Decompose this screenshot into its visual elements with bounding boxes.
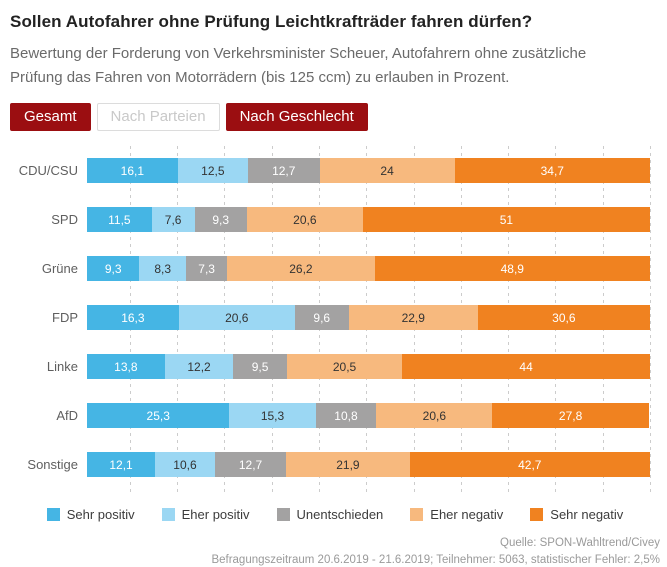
- legend-swatch-sehr-positiv: [46, 508, 60, 521]
- bar-segment-eher-negativ: 26,2: [227, 256, 375, 281]
- legend-item-eher-positiv: Eher positiv: [161, 507, 250, 522]
- bar-segment-sehr-positiv: 9,3: [87, 256, 140, 281]
- view-toggle-toolbar: Gesamt Nach Parteien Nach Geschlecht: [10, 103, 667, 131]
- stacked-bar: 16,1 12,5 12,7 24 34,7: [87, 158, 650, 183]
- survey-info-line: Befragungszeitraum 20.6.2019 - 21.6.2019…: [211, 554, 660, 566]
- bar-segment-unentschieden: 9,6: [294, 305, 349, 330]
- stacked-bar: 25,3 15,3 10,8 20,6 27,8: [87, 403, 650, 428]
- legend: Sehr positiv Eher positiv Unentschieden Ehe…: [10, 507, 660, 522]
- bar-segment-eher-negativ: 20,6: [246, 207, 363, 232]
- bar-segment-eher-positiv: 15,3: [229, 403, 316, 428]
- bar-segment-unentschieden: 7,3: [186, 256, 228, 281]
- chart-rows: CDU/CSU 16,1 12,5 12,7 24 34,7 SPD 11,5 7,6 9,3 20…: [10, 146, 667, 489]
- legend-label: Unentschieden: [296, 507, 384, 522]
- bar-segment-sehr-positiv: 11,5: [87, 207, 152, 232]
- bar-segment-unentschieden: 12,7: [214, 452, 287, 477]
- chart-row: Grüne 9,3 8,3 7,3 26,2 48,9: [10, 244, 667, 293]
- legend-label: Eher positiv: [181, 507, 250, 522]
- chart-row: Sonstige 12,1 10,6 12,7 21,9 42,7: [10, 440, 667, 489]
- legend-item-sehr-negativ: Sehr negativ: [530, 507, 623, 522]
- legend-item-eher-negativ: Eher negativ: [410, 507, 503, 522]
- bar-segment-sehr-negativ: 48,9: [374, 256, 650, 281]
- bar-segment-sehr-positiv: 13,8: [87, 354, 165, 379]
- category-label: Sonstige: [27, 457, 78, 472]
- gridline: [650, 146, 651, 496]
- stacked-bar: 16,3 20,6 9,6 22,9 30,6: [87, 305, 650, 330]
- stacked-bar: 11,5 7,6 9,3 20,6 51: [87, 207, 650, 232]
- chart-subtitle: Bewertung der Forderung von Verkehrsmini…: [10, 45, 587, 86]
- bar-segment-eher-negativ: 21,9: [286, 452, 410, 477]
- legend-label: Sehr negativ: [550, 507, 624, 522]
- bar-segment-unentschieden: 9,3: [194, 207, 247, 232]
- category-label: AfD: [56, 408, 78, 423]
- bar-segment-unentschieden: 10,8: [315, 403, 377, 428]
- tab-gesamt[interactable]: Gesamt: [10, 103, 91, 131]
- chart-row: AfD 25,3 15,3 10,8 20,6 27,8: [10, 391, 667, 440]
- legend-item-unentschieden: Unentschieden: [276, 507, 384, 522]
- bar-segment-eher-positiv: 20,6: [178, 305, 295, 330]
- category-label: Grüne: [41, 261, 78, 276]
- bar-segment-eher-positiv: 10,6: [155, 452, 215, 477]
- chart-row: Linke 13,8 12,2 9,5 20,5 44: [10, 342, 667, 391]
- bar-segment-eher-negativ: 20,6: [376, 403, 493, 428]
- legend-label: Eher negativ: [430, 507, 504, 522]
- category-label: CDU/CSU: [18, 163, 78, 178]
- bar-segment-sehr-negativ: 27,8: [492, 403, 649, 428]
- legend-swatch-eher-negativ: [410, 508, 424, 521]
- bar-segment-unentschieden: 9,5: [233, 354, 287, 379]
- category-label: SPD: [51, 212, 78, 227]
- bar-segment-sehr-negativ: 44: [402, 354, 650, 379]
- legend-swatch-sehr-negativ: [530, 508, 544, 521]
- stacked-bar: 13,8 12,2 9,5 20,5 44: [87, 354, 650, 379]
- bar-segment-eher-positiv: 8,3: [139, 256, 187, 281]
- bar-segment-eher-positiv: 12,5: [177, 158, 249, 183]
- stacked-bar-chart: CDU/CSU 16,1 12,5 12,7 24 34,7 SPD 11,5 7,6 9,3 20…: [10, 146, 667, 496]
- tab-nach-geschlecht[interactable]: Nach Geschlecht: [225, 103, 368, 131]
- bar-segment-sehr-negativ: 30,6: [477, 305, 650, 330]
- source-note: Quelle: SPON-Wahltrend/Civey Befragungsz…: [10, 535, 660, 567]
- source-line: Quelle: SPON-Wahltrend/Civey: [500, 537, 660, 549]
- legend-item-sehr-positiv: Sehr positiv: [46, 507, 135, 522]
- chart-row: SPD 11,5 7,6 9,3 20,6 51: [10, 195, 667, 244]
- stacked-bar: 9,3 8,3 7,3 26,2 48,9: [87, 256, 650, 281]
- chart-row: FDP 16,3 20,6 9,6 22,9 30,6: [10, 293, 667, 342]
- bar-segment-sehr-negativ: 34,7: [454, 158, 650, 183]
- bar-segment-eher-positiv: 7,6: [151, 207, 195, 232]
- bar-segment-sehr-positiv: 16,1: [87, 158, 178, 183]
- bar-segment-unentschieden: 12,7: [248, 158, 320, 183]
- bar-segment-sehr-negativ: 42,7: [409, 452, 650, 477]
- bar-segment-sehr-negativ: 51: [362, 207, 650, 232]
- category-label: FDP: [52, 310, 78, 325]
- bar-segment-sehr-positiv: 12,1: [87, 452, 156, 477]
- bar-segment-eher-negativ: 22,9: [348, 305, 478, 330]
- bar-segment-sehr-positiv: 25,3: [87, 403, 230, 428]
- bar-segment-eher-negativ: 20,5: [286, 354, 403, 379]
- category-label: Linke: [46, 359, 78, 374]
- bar-segment-sehr-positiv: 16,3: [87, 305, 179, 330]
- stacked-bar: 12,1 10,6 12,7 21,9 42,7: [87, 452, 650, 477]
- legend-swatch-unentschieden: [276, 508, 290, 521]
- legend-label: Sehr positiv: [66, 507, 135, 522]
- page-title: Sollen Autofahrer ohne Prüfung Leichtkra…: [10, 12, 533, 31]
- bar-segment-eher-positiv: 12,2: [164, 354, 234, 379]
- tab-nach-parteien[interactable]: Nach Parteien: [96, 103, 220, 131]
- legend-swatch-eher-positiv: [161, 508, 175, 521]
- bar-segment-eher-negativ: 24: [319, 158, 455, 183]
- chart-row: CDU/CSU 16,1 12,5 12,7 24 34,7: [10, 146, 667, 195]
